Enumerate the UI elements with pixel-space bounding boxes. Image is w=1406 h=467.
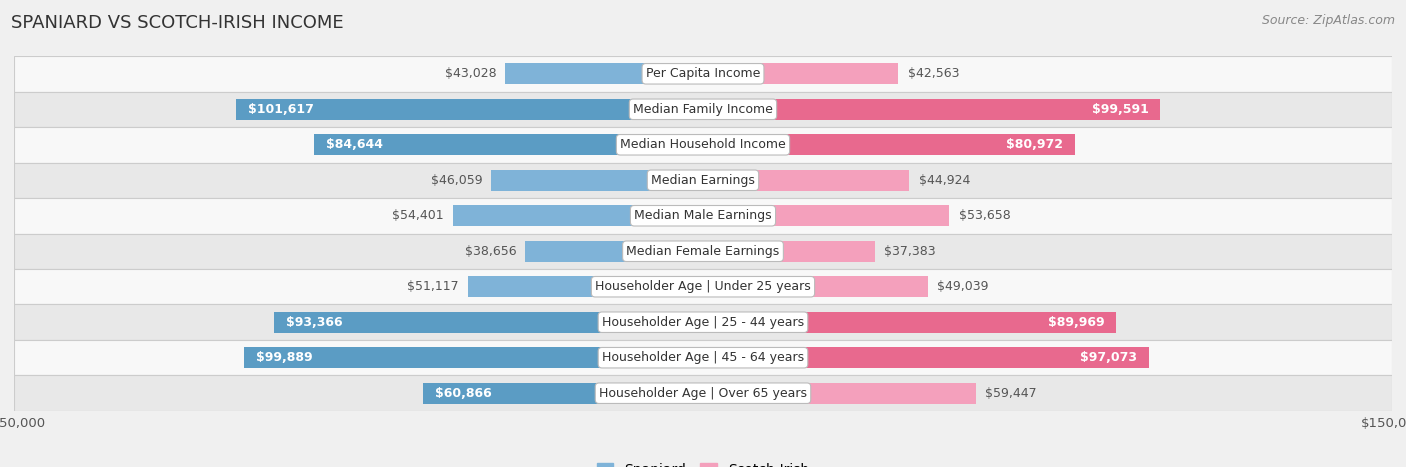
Text: $38,656: $38,656: [464, 245, 516, 258]
Bar: [703, 276, 928, 297]
Bar: [468, 276, 703, 297]
Text: $89,969: $89,969: [1047, 316, 1105, 329]
Text: Householder Age | 45 - 64 years: Householder Age | 45 - 64 years: [602, 351, 804, 364]
Text: $101,617: $101,617: [247, 103, 314, 116]
Text: $54,401: $54,401: [392, 209, 444, 222]
Bar: [14, 234, 1392, 269]
Text: $80,972: $80,972: [1007, 138, 1063, 151]
Text: $49,039: $49,039: [938, 280, 988, 293]
Text: Householder Age | 25 - 44 years: Householder Age | 25 - 44 years: [602, 316, 804, 329]
Text: $53,658: $53,658: [959, 209, 1011, 222]
Text: Per Capita Income: Per Capita Income: [645, 67, 761, 80]
Bar: [14, 375, 1392, 411]
Text: SPANIARD VS SCOTCH-IRISH INCOME: SPANIARD VS SCOTCH-IRISH INCOME: [11, 14, 344, 32]
Bar: [14, 163, 1392, 198]
Bar: [14, 198, 1392, 234]
Bar: [423, 382, 703, 404]
Text: Median Family Income: Median Family Income: [633, 103, 773, 116]
Text: $43,028: $43,028: [444, 67, 496, 80]
Text: Median Male Earnings: Median Male Earnings: [634, 209, 772, 222]
Bar: [505, 63, 703, 85]
Text: Median Earnings: Median Earnings: [651, 174, 755, 187]
Bar: [236, 99, 703, 120]
Text: $99,591: $99,591: [1092, 103, 1149, 116]
Bar: [703, 170, 910, 191]
Text: Householder Age | Under 25 years: Householder Age | Under 25 years: [595, 280, 811, 293]
Text: $37,383: $37,383: [884, 245, 935, 258]
Text: $59,447: $59,447: [986, 387, 1036, 400]
Bar: [703, 311, 1116, 333]
Text: $97,073: $97,073: [1080, 351, 1137, 364]
Text: Median Household Income: Median Household Income: [620, 138, 786, 151]
Text: Householder Age | Over 65 years: Householder Age | Over 65 years: [599, 387, 807, 400]
Text: $60,866: $60,866: [434, 387, 492, 400]
Text: $44,924: $44,924: [918, 174, 970, 187]
Bar: [492, 170, 703, 191]
Bar: [703, 205, 949, 226]
Bar: [14, 127, 1392, 163]
Text: $46,059: $46,059: [430, 174, 482, 187]
Bar: [14, 269, 1392, 304]
Bar: [14, 304, 1392, 340]
Bar: [703, 382, 976, 404]
Text: $42,563: $42,563: [908, 67, 959, 80]
Text: $93,366: $93,366: [285, 316, 342, 329]
Bar: [274, 311, 703, 333]
Text: $51,117: $51,117: [408, 280, 458, 293]
Bar: [14, 340, 1392, 375]
Bar: [314, 134, 703, 156]
Bar: [703, 347, 1149, 368]
Bar: [14, 56, 1392, 92]
Legend: Spaniard, Scotch-Irish: Spaniard, Scotch-Irish: [591, 457, 815, 467]
Bar: [703, 99, 1160, 120]
Text: Median Female Earnings: Median Female Earnings: [627, 245, 779, 258]
Text: $99,889: $99,889: [256, 351, 312, 364]
Text: $84,644: $84,644: [326, 138, 382, 151]
Bar: [453, 205, 703, 226]
Bar: [245, 347, 703, 368]
Text: Source: ZipAtlas.com: Source: ZipAtlas.com: [1261, 14, 1395, 27]
Bar: [703, 241, 875, 262]
Bar: [703, 134, 1076, 156]
Bar: [526, 241, 703, 262]
Bar: [14, 92, 1392, 127]
Bar: [703, 63, 898, 85]
